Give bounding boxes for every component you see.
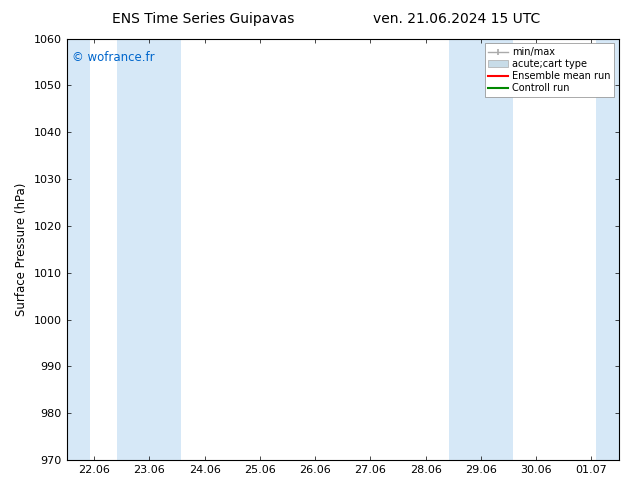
Legend: min/max, acute;cart type, Ensemble mean run, Controll run: min/max, acute;cart type, Ensemble mean … — [484, 44, 614, 97]
Bar — [449, 39, 513, 460]
Text: ven. 21.06.2024 15 UTC: ven. 21.06.2024 15 UTC — [373, 12, 540, 26]
Bar — [117, 39, 181, 460]
Text: ENS Time Series Guipavas: ENS Time Series Guipavas — [112, 12, 294, 26]
Y-axis label: Surface Pressure (hPa): Surface Pressure (hPa) — [15, 183, 28, 316]
Bar — [67, 39, 90, 460]
Bar — [596, 39, 619, 460]
Text: © wofrance.fr: © wofrance.fr — [72, 51, 155, 64]
